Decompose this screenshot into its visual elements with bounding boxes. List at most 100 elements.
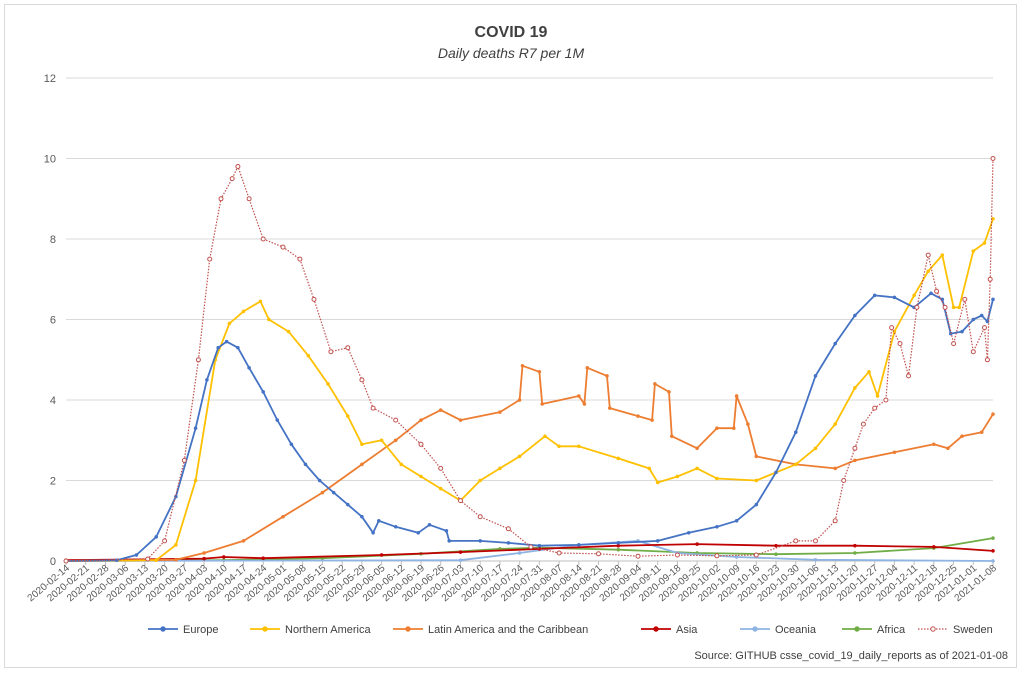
data-point-northern-america [647,466,652,471]
data-point-sweden [889,325,895,331]
data-point-europe [991,297,995,302]
data-point-northern-america [813,446,818,451]
data-point-europe [261,390,266,394]
data-point-latin-america-and-the-caribbean [960,434,964,439]
data-point-sweden [596,551,601,557]
data-point-latin-america-and-the-caribbean [438,408,443,412]
data-point-latin-america-and-the-caribbean [174,557,178,562]
data-point-northern-america [754,478,759,483]
legend-item-europe: Europe [148,624,218,636]
data-point-sweden [477,514,483,520]
y-tick-label: 10 [44,154,56,166]
data-point-sweden [982,325,987,331]
data-point-sweden [793,538,799,544]
data-point-latin-america-and-the-caribbean [360,462,364,467]
data-point-oceania [517,551,522,555]
data-point-latin-america-and-the-caribbean [892,450,897,455]
data-point-northern-america [478,478,483,483]
legend-label: Sweden [953,624,993,636]
legend-marker [854,626,860,632]
data-point-northern-america [267,317,271,322]
data-point-sweden [145,556,151,562]
legend-label: Latin America and the Caribbean [428,624,588,636]
data-point-europe [247,365,251,370]
data-point-latin-america-and-the-caribbean [754,454,759,459]
data-point-europe [193,426,198,431]
data-point-europe [929,291,933,296]
data-point-latin-america-and-the-caribbean [605,374,609,378]
series-line-northern-america [65,218,994,562]
data-point-europe [317,478,322,483]
data-point-europe [416,530,421,535]
data-point-sweden [942,304,948,310]
data-point-sweden [311,296,317,302]
data-point-europe [506,541,511,545]
chart-title: COVID 19 [475,24,548,41]
data-point-sweden [962,296,968,302]
data-point-sweden [753,552,759,558]
series-markers-asia [64,542,995,563]
data-point-africa [774,552,778,557]
data-point-europe [236,345,240,350]
data-point-sweden [195,357,201,363]
data-point-europe [655,539,660,543]
data-point-sweden [951,341,957,347]
data-point-sweden [635,553,641,559]
data-point-sweden [714,553,720,559]
data-point-sweden [528,544,534,550]
data-point-northern-america [616,456,621,461]
data-point-asia [379,553,384,557]
x-axis: 2020-02-142020-02-212020-02-282020-03-06… [26,561,999,604]
data-point-oceania [991,559,995,563]
legend-item-asia: Asia [641,624,698,636]
series-line-europe [65,292,994,562]
legend-label: Asia [676,624,698,636]
data-point-asia [991,549,995,553]
data-point-europe [892,295,897,300]
data-point-europe [686,530,691,535]
data-point-sweden [925,252,931,258]
data-point-sweden [852,445,858,451]
data-point-northern-america [154,558,159,563]
legend-item-oceania: Oceania [740,624,817,636]
data-point-europe [537,543,542,548]
data-point-sweden [162,538,168,544]
data-point-northern-america [971,249,976,253]
data-point-sweden [984,357,990,363]
data-point-latin-america-and-the-caribbean [202,551,206,555]
data-point-europe [154,535,159,539]
legend-label: Northern America [285,624,371,636]
data-point-oceania [458,558,463,563]
data-point-europe [360,514,364,519]
data-point-sweden [328,349,334,355]
data-point-europe [444,528,449,533]
data-point-africa [616,547,621,552]
data-point-sweden [674,552,680,558]
data-point-sweden [832,518,838,524]
data-point-europe [393,524,398,529]
data-point-northern-america [498,466,502,471]
data-point-latin-america-and-the-caribbean [931,442,936,447]
data-point-latin-america-and-the-caribbean [320,490,325,495]
data-point-europe [979,313,984,318]
chart-subtitle: Daily deaths R7 per 1M [438,45,585,61]
data-point-asia [261,556,266,561]
data-point-northern-america [227,321,232,326]
data-point-latin-america-and-the-caribbean [653,382,657,386]
data-point-europe [793,430,798,435]
data-point-sweden [505,526,511,532]
data-point-sweden [63,558,69,564]
data-point-europe [813,374,818,378]
data-point-europe [616,541,621,545]
data-point-latin-america-and-the-caribbean [537,369,542,374]
legend-label: Oceania [775,624,817,636]
data-point-sweden [556,550,562,556]
data-point-sweden [218,196,224,202]
data-point-northern-america [833,422,838,426]
data-point-asia [221,555,226,559]
y-axis: 0 2 4 6 8 10 12 [44,73,56,568]
data-point-northern-america [926,269,931,274]
plot-area [63,156,996,564]
legend-item-africa: Africa [842,624,906,636]
data-point-europe [447,539,452,543]
